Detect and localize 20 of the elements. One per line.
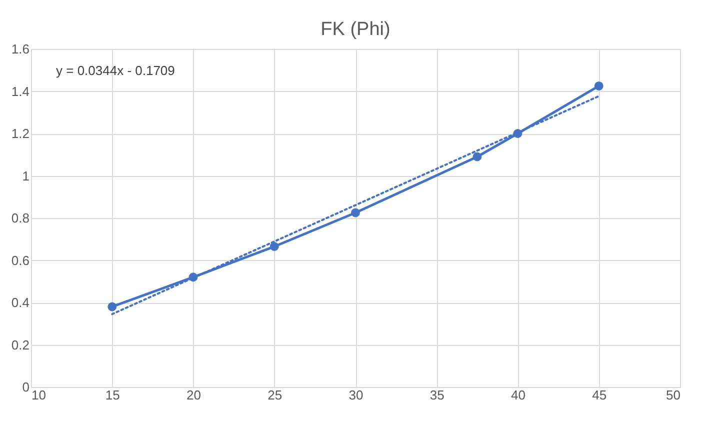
annotation: y = 0.0344x - 0.1709 [56, 63, 175, 78]
x-tick-label: 50 [666, 388, 680, 402]
x-tick-label: 15 [105, 388, 120, 402]
y-tick-label: 1 [22, 168, 30, 184]
y-tick-label: 1.4 [11, 84, 30, 99]
x-tick-label: 30 [348, 388, 364, 402]
y-tick-label: 1.2 [11, 126, 30, 141]
x-tick-label: 40 [511, 388, 526, 402]
y-tick-label: 0.4 [11, 295, 30, 310]
x-tick-label: 10 [32, 388, 46, 402]
y-tick-label: 0.2 [11, 337, 30, 352]
x-tick-label: 20 [186, 388, 201, 402]
y-tick-label: 0.6 [11, 252, 30, 268]
x-tick-label: 35 [430, 388, 444, 402]
x-tick-label: 25 [268, 388, 282, 402]
x-tick-label: 45 [592, 388, 607, 402]
chart-title: FK (Phi) [320, 19, 390, 40]
y-tick-label: 0.8 [11, 210, 30, 226]
y-tick-label: 1.6 [11, 42, 30, 56]
y-tick-label: 0 [22, 380, 30, 394]
